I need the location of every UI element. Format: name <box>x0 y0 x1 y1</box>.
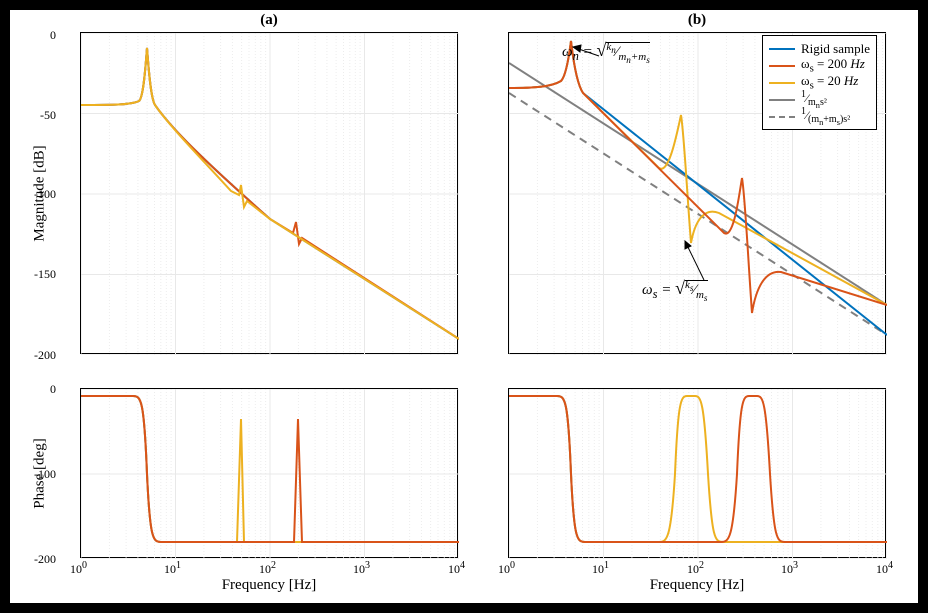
legend-item: Rigid sample <box>769 40 870 57</box>
ytick: -150 <box>34 267 56 282</box>
annotation-omega-n: ωn = √kn⁄mn+ms <box>562 40 650 65</box>
xtick: 102 <box>259 560 276 577</box>
ytick: -200 <box>34 348 56 363</box>
ytick: 0 <box>50 28 56 43</box>
xtick: 103 <box>353 560 370 577</box>
xtick: 100 <box>70 560 87 577</box>
xtick: 104 <box>876 560 893 577</box>
xtick: 101 <box>164 560 181 577</box>
legend-swatch <box>769 116 795 118</box>
ytick: 0 <box>50 382 56 397</box>
xlabel-left: Frequency [Hz] <box>80 577 458 594</box>
ytick: -50 <box>40 108 56 123</box>
ytick: -200 <box>34 552 56 567</box>
panel-top-left <box>80 32 458 354</box>
legend: Rigid sample ωs = 200 Hz ωs = 20 Hz 1⁄mn… <box>762 35 877 130</box>
title-right: (b) <box>508 12 886 29</box>
title-left: (a) <box>80 12 458 29</box>
xlabel-right: Frequency [Hz] <box>508 577 886 594</box>
plot-top-left <box>81 33 459 355</box>
xtick: 103 <box>781 560 798 577</box>
xtick: 104 <box>448 560 465 577</box>
legend-label: 1⁄(mn+ms)s² <box>801 106 850 127</box>
xtick: 102 <box>687 560 704 577</box>
legend-swatch <box>769 99 795 101</box>
plot-bot-right <box>509 389 887 559</box>
figure: (a) Magnitude [dB] 0 -50 -100 -150 -200 <box>10 10 918 603</box>
xtick: 101 <box>592 560 609 577</box>
plot-bot-left <box>81 389 459 559</box>
legend-swatch <box>769 65 795 67</box>
legend-swatch <box>769 48 795 50</box>
legend-label: ωs = 200 Hz <box>801 56 865 75</box>
panel-bot-right <box>508 388 886 558</box>
legend-item: 1⁄(mn+ms)s² <box>769 108 870 125</box>
panel-bot-left <box>80 388 458 558</box>
ytick: -100 <box>34 467 56 482</box>
legend-label: Rigid sample <box>801 41 870 57</box>
xtick: 100 <box>498 560 515 577</box>
ytick: -100 <box>34 187 56 202</box>
legend-swatch <box>769 82 795 84</box>
annotation-omega-s: ωs = √ks⁄ms <box>642 278 708 303</box>
legend-item: ωs = 200 Hz <box>769 57 870 74</box>
